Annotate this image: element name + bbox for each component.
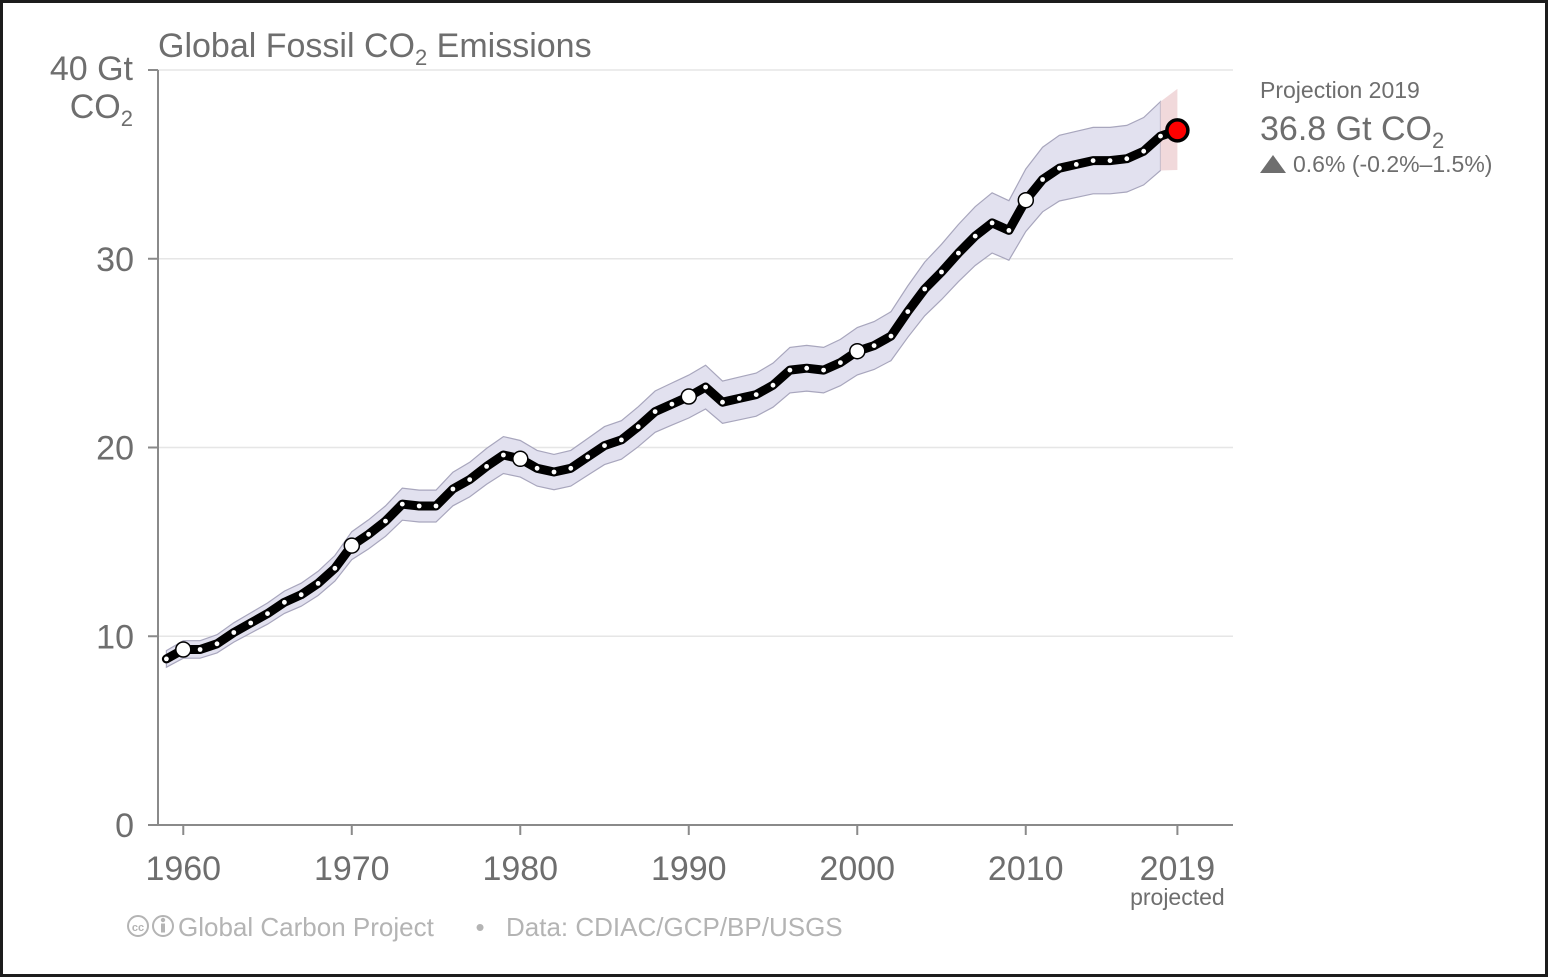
year-point <box>888 333 894 339</box>
year-point <box>838 360 843 365</box>
year-point <box>484 464 489 469</box>
cc-by-icons: cc <box>127 915 174 937</box>
year-point <box>635 424 641 430</box>
year-point <box>332 565 338 571</box>
year-point <box>501 452 506 458</box>
year-point <box>939 269 944 275</box>
year-point <box>164 656 169 662</box>
year-point <box>669 401 675 407</box>
year-point <box>770 382 776 388</box>
attribution-icon-head <box>160 917 166 923</box>
axes: 0 10 20 30 1960 1970 1980 1990 2000 2010 2019proje… <box>96 69 1233 910</box>
cc-icon <box>127 915 149 937</box>
x-tick-label: 2000 <box>819 850 895 888</box>
year-point <box>922 286 928 292</box>
year-point <box>989 220 995 226</box>
year-point <box>1057 165 1062 171</box>
year-point <box>282 599 287 605</box>
year-point <box>602 443 607 448</box>
year-point <box>298 592 304 598</box>
year-point <box>433 503 439 509</box>
year-point <box>1158 133 1163 139</box>
y-tick-label: 10 <box>96 618 134 656</box>
y-tick-label: 20 <box>96 430 134 468</box>
emissions-line <box>161 118 1190 664</box>
decade-point <box>343 537 361 554</box>
year-point <box>804 365 810 371</box>
y-axis-unit-line2: CO2 <box>70 88 133 131</box>
year-point <box>366 531 371 537</box>
decade-point <box>680 388 698 405</box>
year-point <box>753 392 759 397</box>
decade-point <box>512 450 529 468</box>
projection-label: Projection 2019 <box>1260 77 1420 103</box>
year-point <box>821 367 826 373</box>
year-point <box>568 465 574 471</box>
x-tick-label: 2010 <box>988 850 1064 888</box>
year-point <box>720 399 725 405</box>
footer-separator: • <box>475 912 484 942</box>
year-point <box>871 343 877 348</box>
decade-point <box>1017 191 1035 209</box>
year-point <box>1073 162 1079 167</box>
y-tick-label: 30 <box>96 241 134 279</box>
year-point <box>972 233 978 239</box>
year-point <box>315 581 321 586</box>
year-point <box>467 477 473 482</box>
decade-point <box>849 342 866 360</box>
year-point <box>399 501 405 507</box>
x-tick-label: 1980 <box>482 850 558 888</box>
year-point <box>265 611 270 616</box>
projection-change: 0.6% (-0.2%–1.5%) <box>1293 151 1492 177</box>
footer-source: Data: CDIAC/GCP/BP/USGS <box>506 912 843 942</box>
attribution-icon <box>152 915 174 937</box>
year-point <box>231 630 237 635</box>
up-triangle-icon <box>1260 155 1286 173</box>
year-point <box>1124 156 1130 162</box>
year-point <box>1040 177 1045 182</box>
footer-org: Global Carbon Project <box>178 912 435 942</box>
year-point <box>585 454 591 460</box>
year-point <box>1090 158 1096 164</box>
year-point <box>450 486 456 492</box>
year-point <box>551 469 557 475</box>
projected-point <box>1165 118 1190 143</box>
projection-value: 36.8 Gt CO2 <box>1260 110 1444 153</box>
attribution-icon-body <box>161 923 165 933</box>
year-point <box>416 503 422 509</box>
y-tick-label: 0 <box>115 807 134 845</box>
year-point <box>1107 158 1113 164</box>
year-point <box>703 384 708 390</box>
chart-title: Global Fossil CO2 Emissions <box>158 27 592 70</box>
year-point <box>905 309 911 314</box>
decade-point <box>175 641 192 658</box>
year-point <box>1006 228 1012 233</box>
footer: cc Global Carbon Project • Data: CDIAC/G… <box>127 912 843 942</box>
x-tick-note: projected <box>1130 884 1225 910</box>
x-tick-label: 1970 <box>314 850 390 888</box>
gridlines <box>158 69 1233 637</box>
year-point <box>619 437 624 443</box>
year-point <box>383 518 388 524</box>
cc-icon-glyph: cc <box>132 922 144 934</box>
x-tick-label: 1990 <box>651 850 727 888</box>
year-point <box>736 396 742 401</box>
year-point <box>787 367 793 373</box>
year-point <box>214 641 220 647</box>
year-point <box>1141 148 1147 154</box>
year-point <box>248 620 254 626</box>
year-point <box>652 409 658 414</box>
y-axis-unit-line1: 40 Gt <box>50 50 134 88</box>
x-tick-label: 1960 <box>145 850 221 888</box>
year-point <box>534 465 540 471</box>
x-tick-label: 2019 <box>1140 850 1216 888</box>
year-point <box>197 647 203 652</box>
year-point <box>956 250 961 256</box>
